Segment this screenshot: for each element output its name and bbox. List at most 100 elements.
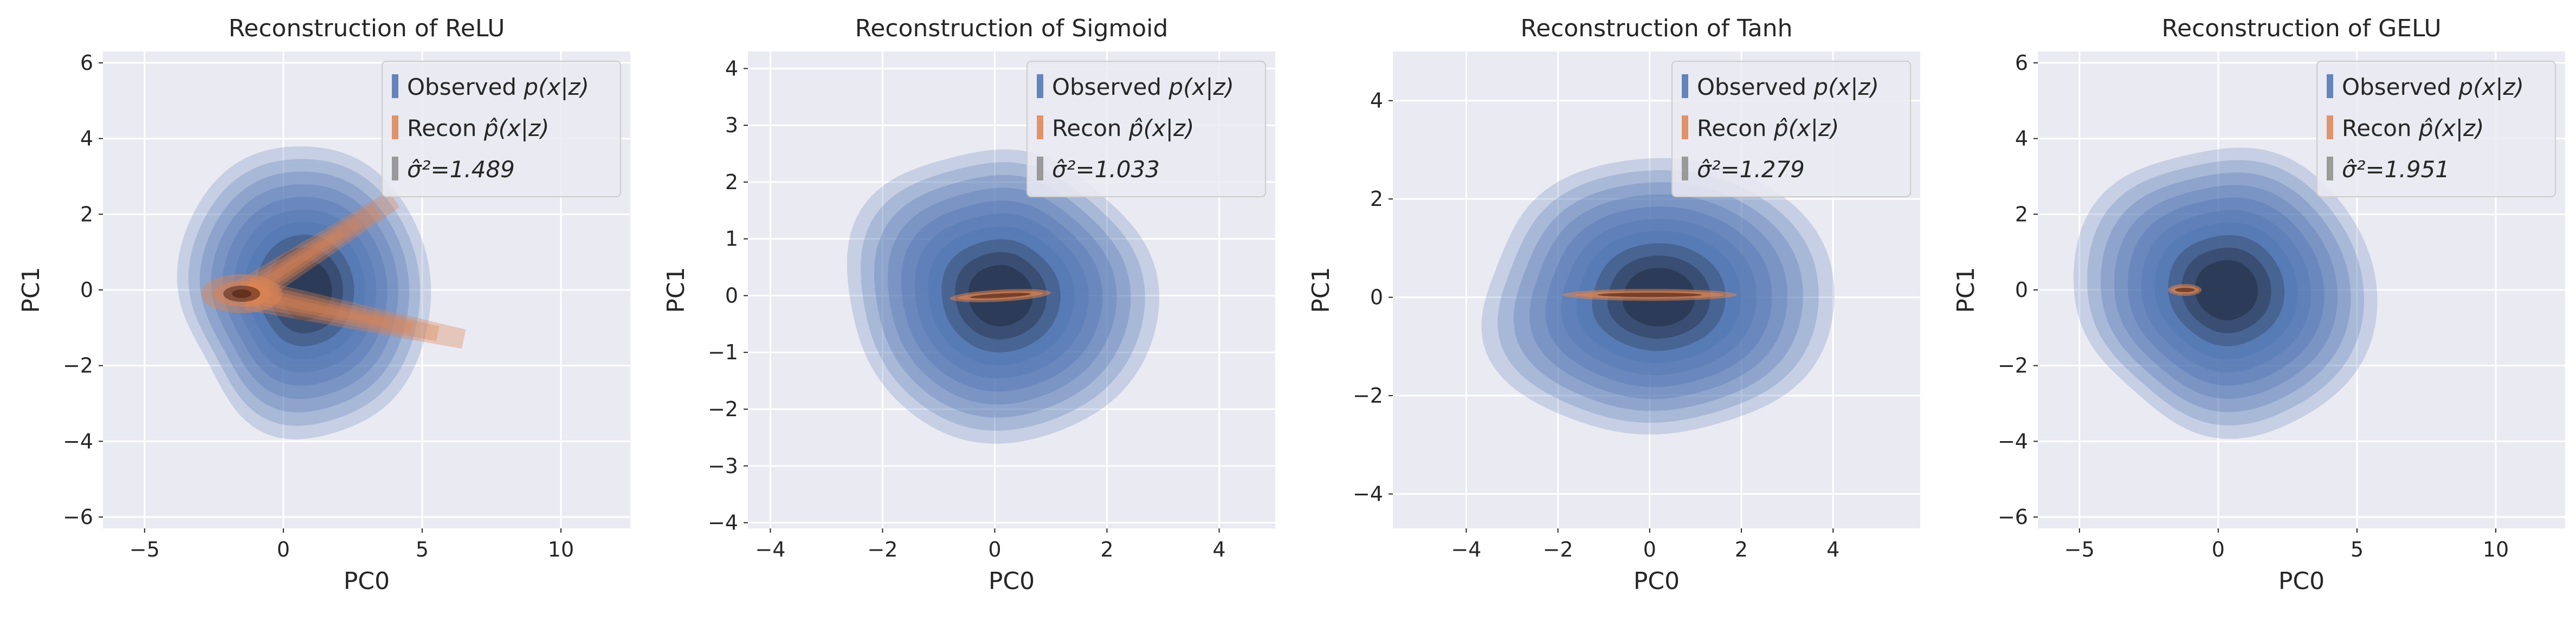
x-tick-label: 0 bbox=[2212, 538, 2225, 561]
x-tick-label: 2 bbox=[1735, 538, 1748, 561]
legend-swatch bbox=[1037, 157, 1043, 180]
y-tick-label: −6 bbox=[1998, 505, 2028, 529]
legend-entry-math: p̂(x|z) bbox=[1128, 115, 1194, 141]
x-tick-label: 0 bbox=[988, 538, 1001, 561]
legend-entry: Recon p̂(x|z) bbox=[2342, 115, 2484, 141]
y-tick-label: 0 bbox=[1370, 286, 1383, 309]
recon-density-line bbox=[970, 293, 1031, 299]
x-tick-label: −4 bbox=[755, 538, 785, 561]
legend-entry-label: Recon bbox=[407, 115, 484, 141]
subplot-2: −4 −2 0 2 4 −4 −3 −2 −1 0 1 2 3 4 Reconstruction of Si… bbox=[662, 15, 1275, 595]
plot-content bbox=[847, 149, 1159, 444]
x-tick-label: −5 bbox=[2064, 538, 2095, 561]
legend-entry-math: p̂(x|z) bbox=[483, 115, 549, 141]
y-tick-label: 0 bbox=[80, 278, 93, 302]
y-tick-label: 1 bbox=[725, 227, 738, 251]
y-tick-label: −6 bbox=[63, 505, 93, 529]
observed-density-contour bbox=[279, 260, 332, 320]
x-axis-label: PC0 bbox=[2278, 567, 2325, 595]
y-tick-label: 6 bbox=[80, 51, 93, 75]
x-tick-label: 4 bbox=[1826, 538, 1839, 561]
y-tick-label: 2 bbox=[2015, 202, 2028, 226]
y-axis-label: PC1 bbox=[662, 267, 690, 313]
x-tick-label: 4 bbox=[1212, 538, 1225, 561]
legend-entry-label: Observed bbox=[1052, 74, 1168, 100]
observed-density-contour bbox=[2127, 197, 2325, 386]
legend-swatch bbox=[1682, 74, 1688, 98]
recon-density-arm bbox=[242, 217, 362, 301]
x-axis-label: PC0 bbox=[1634, 567, 1680, 595]
y-tick-label: 4 bbox=[80, 127, 93, 151]
x-tick-label: 2 bbox=[1100, 538, 1113, 561]
observed-density-contour bbox=[2101, 172, 2351, 412]
subplot-title: Reconstruction of Sigmoid bbox=[855, 15, 1168, 42]
y-axis-label: PC1 bbox=[17, 267, 45, 313]
recon-density-peak bbox=[232, 289, 252, 298]
x-axis-label: PC0 bbox=[989, 567, 1035, 595]
recon-density-arm bbox=[244, 230, 344, 298]
legend-swatch bbox=[1037, 74, 1043, 98]
observed-density-contour bbox=[199, 171, 409, 412]
legend-entry: Observed p(x|z) bbox=[1697, 74, 1879, 100]
legend-entry: σ̂²=1.033 bbox=[1052, 156, 1160, 183]
observed-density-contour bbox=[268, 247, 343, 333]
x-tick-label: 5 bbox=[416, 538, 429, 561]
observed-density-contour bbox=[2181, 247, 2271, 333]
legend-entry: Observed p(x|z) bbox=[1052, 74, 1234, 100]
legend-entry-math: σ̂²=1.279 bbox=[1697, 156, 1805, 183]
legend-swatch bbox=[2327, 157, 2333, 180]
observed-density-contour bbox=[222, 197, 388, 386]
x-tick-label: −4 bbox=[1451, 538, 1481, 561]
legend-entry: σ̂²=1.489 bbox=[407, 156, 515, 183]
y-tick-label: −4 bbox=[1353, 482, 1383, 506]
recon-density-arm bbox=[244, 277, 466, 349]
legend-entry: σ̂²=1.279 bbox=[1697, 156, 1805, 183]
y-tick-label: 0 bbox=[725, 283, 738, 307]
x-tick-label: −5 bbox=[130, 538, 160, 561]
legend: Observed p(x|z) Recon p̂(x|z) σ̂²=1.279 bbox=[1671, 61, 1911, 197]
y-tick-label: 2 bbox=[725, 170, 738, 194]
y-axis-label: PC1 bbox=[1952, 267, 1980, 313]
observed-density-contour bbox=[2073, 147, 2378, 439]
legend-entry-math: p(x|z) bbox=[523, 74, 589, 100]
legend-swatch bbox=[2327, 74, 2333, 98]
legend-entry-label: Observed bbox=[407, 74, 524, 100]
legend-swatch bbox=[1682, 157, 1688, 180]
legend-entry-math: σ̂²=1.489 bbox=[407, 156, 515, 183]
recon-density-arm bbox=[246, 285, 413, 334]
subplot-title: Reconstruction of GELU bbox=[2161, 15, 2441, 42]
y-tick-label: −1 bbox=[708, 340, 738, 364]
recon-density-line bbox=[2174, 288, 2195, 292]
legend-swatch bbox=[392, 157, 398, 180]
x-tick-label: 0 bbox=[1643, 538, 1656, 561]
legend-entry: Recon p̂(x|z) bbox=[1697, 115, 1839, 141]
x-axis-label: PC0 bbox=[344, 567, 390, 595]
observed-density-contour bbox=[234, 209, 377, 373]
observed-density-contour bbox=[177, 146, 431, 439]
legend: Observed p(x|z) Recon p̂(x|z) σ̂²=1.951 bbox=[2316, 61, 2556, 197]
legend-entry-label: Observed bbox=[1697, 74, 1813, 100]
legend-entry: Recon p̂(x|z) bbox=[407, 115, 549, 141]
recon-density-line bbox=[1597, 293, 1702, 298]
observed-density-contour bbox=[211, 184, 398, 399]
subplot-4: −5 0 5 10 −6 −4 −2 0 2 4 6 Reconstruction of GELU PC… bbox=[1952, 15, 2565, 595]
subplot-title: Reconstruction of ReLU bbox=[229, 15, 505, 42]
subplot-3: −4 −2 0 2 4 −4 −2 0 2 4 Reconstruction of Tanh PC0 P… bbox=[1307, 15, 1920, 595]
x-tick-label: −2 bbox=[1543, 538, 1573, 561]
legend: Observed p(x|z) Recon p̂(x|z) σ̂²=1.489 bbox=[382, 61, 621, 197]
y-axis-label: PC1 bbox=[1307, 267, 1335, 313]
observed-density-contour bbox=[2195, 260, 2258, 320]
x-tick-label: 0 bbox=[277, 538, 290, 561]
y-tick-label: 4 bbox=[725, 56, 738, 80]
legend-swatch bbox=[1682, 115, 1688, 139]
y-tick-label: 4 bbox=[2015, 127, 2028, 151]
x-tick-label: −2 bbox=[867, 538, 898, 561]
legend-entry-label: Observed bbox=[2342, 74, 2458, 100]
legend-entry: Observed p(x|z) bbox=[407, 74, 589, 100]
y-tick-label: −2 bbox=[63, 354, 93, 378]
legend-frame bbox=[1026, 61, 1266, 197]
subplot-1: −5 0 5 10 −6 −4 −2 0 2 4 6 Reconstruction of ReLU PC… bbox=[17, 15, 630, 595]
legend-entry: σ̂²=1.951 bbox=[2342, 156, 2450, 183]
